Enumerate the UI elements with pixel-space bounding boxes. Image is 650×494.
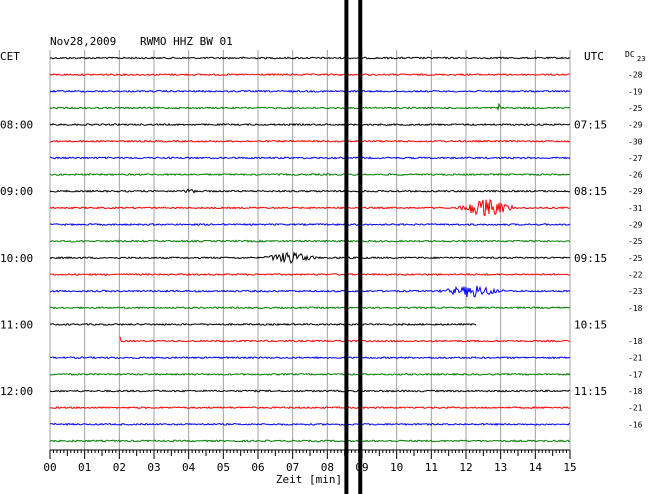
trace-row-16 (49, 322, 477, 326)
right-timezone: UTC (584, 50, 604, 63)
x-tick-label-08: 08 (321, 461, 334, 474)
trace-row-13 (49, 272, 571, 276)
x-tick-label-06: 06 (251, 461, 264, 474)
x-tick-label-15: 15 (563, 461, 576, 474)
dc-offset-label: -27 (628, 154, 643, 163)
dc-offset-label: -29 (628, 121, 643, 130)
right-time-label: 08:15 (574, 185, 607, 198)
dc-offset-label: -21 (628, 354, 643, 363)
x-tick-label-01: 01 (78, 461, 91, 474)
right-time-labels: 07:15 08:15 09:15 10:15 11:15 (574, 119, 607, 398)
trace-row-1 (49, 73, 570, 77)
x-tick-label-00: 00 (43, 461, 56, 474)
x-tick-label-03: 03 (147, 461, 160, 474)
x-tick-label-07: 07 (286, 461, 299, 474)
dc-offset-label: -18 (628, 337, 643, 346)
trace-row-2 (49, 89, 571, 93)
trace-row-7 (49, 172, 571, 177)
left-time-label: 08:00 (0, 119, 33, 132)
dc-offset-label: -18 (628, 387, 643, 396)
right-time-label: 10:15 (574, 318, 607, 331)
trace-row-11 (49, 239, 571, 243)
x-tick-label-04: 04 (182, 461, 196, 474)
right-time-label: 11:15 (574, 385, 607, 398)
trace-row-3 (49, 102, 571, 112)
dc-offset-label: -25 (628, 237, 643, 246)
left-time-label: 11:00 (0, 318, 33, 331)
seismic-traces (49, 56, 571, 443)
header-date: Nov28,2009 (50, 35, 116, 48)
dc-offset-label: -31 (628, 204, 643, 213)
trace-row-14 (49, 285, 571, 298)
dc-offset-label: -26 (628, 171, 643, 180)
dc-offset-label: -16 (628, 420, 643, 429)
trace-row-22 (49, 422, 571, 426)
x-tick-label-13: 13 (494, 461, 507, 474)
dc-offset-label: -25 (628, 254, 643, 263)
left-timezone: CET (0, 50, 20, 63)
x-tick-label-12: 12 (459, 461, 472, 474)
dc-offset-label: -18 (628, 304, 643, 313)
right-time-label: 09:15 (574, 252, 607, 265)
left-time-labels: 08:00 09:00 10:00 11:00 12:00 (0, 119, 33, 398)
dc-offset-label: -23 (628, 287, 643, 296)
trace-row-8 (49, 188, 571, 194)
trace-row-4 (49, 122, 571, 127)
dc-label: DC (625, 50, 635, 59)
left-time-label: 09:00 (0, 185, 33, 198)
x-tick-label-14: 14 (529, 461, 543, 474)
x-axis: 00 01 02 03 04 05 06 07 08 09 10 11 12 13 14 15 (43, 449, 577, 474)
dc-offset-label: -21 (628, 404, 643, 413)
dc-offset-label: -25 (628, 104, 643, 113)
trace-row-18 (49, 355, 571, 360)
trace-row-15 (49, 306, 571, 310)
x-tick-label-10: 10 (390, 461, 403, 474)
trace-row-19 (49, 372, 571, 377)
trace-row-6 (49, 156, 571, 160)
x-tick-label-02: 02 (113, 461, 126, 474)
dc-offset-label: -29 (628, 221, 643, 230)
trace-row-9 (49, 198, 571, 217)
dc-offset-label: -19 (628, 87, 643, 96)
x-tick-label-11: 11 (425, 461, 438, 474)
left-time-label: 10:00 (0, 252, 33, 265)
trace-row-0 (49, 56, 571, 60)
trace-row-5 (49, 139, 571, 143)
right-time-label: 07:15 (574, 119, 607, 132)
dc-offset-label: -17 (628, 370, 643, 379)
header-station: RWMO HHZ BW 01 (140, 35, 233, 48)
dc-offset-labels: -28 -19 -25 -29 -30 -27 -26 -29 -31 -29 -25 -25 -22 -… (628, 71, 643, 430)
grid-lines (49, 50, 571, 450)
trace-row-21 (49, 406, 571, 410)
x-axis-label: Zeit [min] (276, 473, 342, 486)
trace-row-20 (49, 373, 571, 408)
dc-offset-label: -22 (628, 270, 643, 279)
x-tick-label-09: 09 (355, 461, 368, 474)
left-time-label: 12:00 (0, 385, 33, 398)
dc-offset-label: -30 (628, 137, 643, 146)
dc-offset-label: -29 (628, 187, 643, 196)
trace-row-10 (49, 222, 571, 227)
trace-row-23 (49, 439, 571, 443)
dc-subscript: 23 (637, 55, 645, 63)
dc-offset-label: -28 (628, 71, 643, 80)
saturation-bars (344, 0, 363, 494)
trace-row-12 (49, 251, 571, 264)
x-tick-label-05: 05 (217, 461, 230, 474)
